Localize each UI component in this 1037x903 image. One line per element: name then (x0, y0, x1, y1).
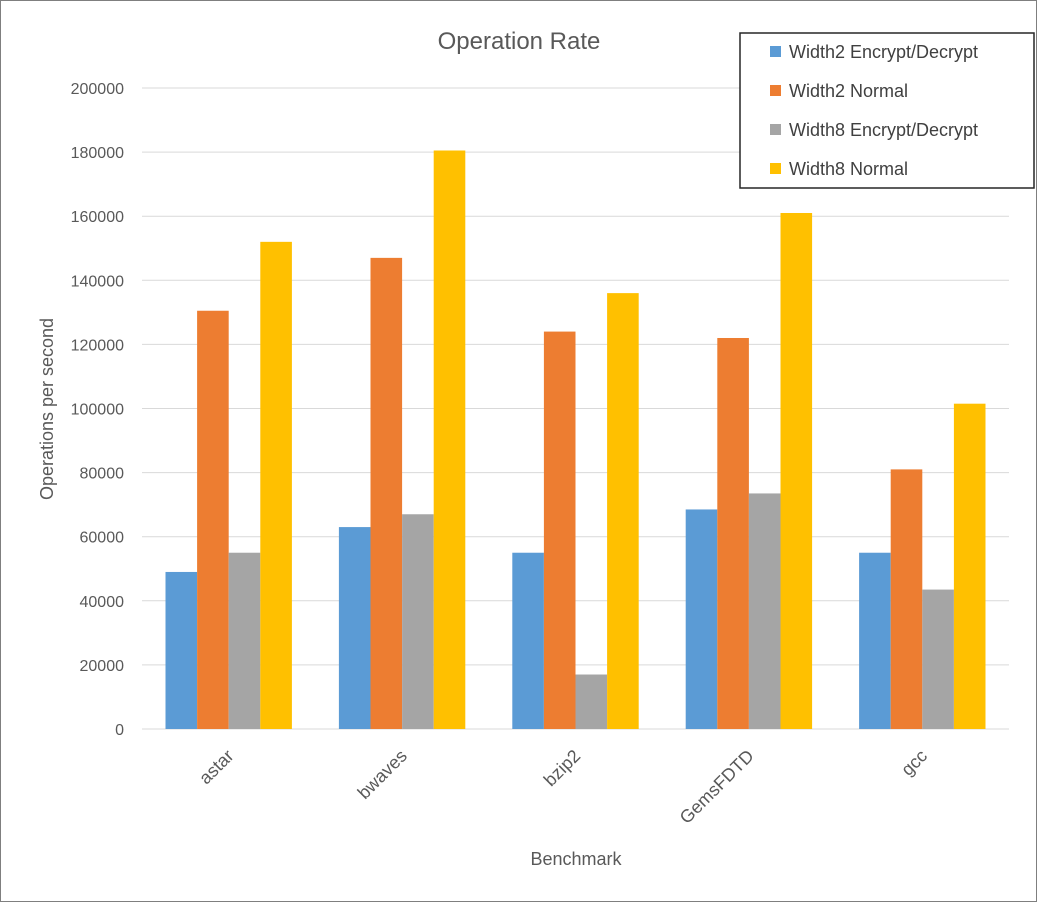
y-tick-label: 40000 (80, 594, 125, 611)
x-tick-label: bzip2 (540, 746, 585, 791)
bar (433, 150, 466, 729)
bar (685, 509, 718, 729)
bar (338, 527, 371, 729)
legend-label: Width8 Encrypt/Decrypt (789, 120, 978, 140)
legend-swatch (770, 163, 781, 174)
y-tick-label: 160000 (71, 209, 124, 226)
bar (260, 241, 292, 729)
bar (197, 310, 229, 729)
bar (543, 331, 576, 729)
y-tick-label: 120000 (71, 337, 124, 354)
x-tick-label: astar (195, 746, 237, 788)
legend: Width2 Encrypt/Decrypt Width2 Normal Width… (739, 32, 1035, 189)
bar (575, 674, 608, 729)
bar (512, 552, 544, 729)
legend-swatch (770, 85, 781, 96)
legend-box (739, 32, 1035, 189)
bar (370, 257, 403, 729)
legend-swatch (770, 46, 781, 57)
y-tick-label: 20000 (80, 658, 125, 675)
legend-label: Width8 Normal (789, 159, 908, 179)
y-tick-label: 180000 (71, 145, 124, 162)
bar (748, 493, 781, 729)
legend-swatch (770, 124, 781, 135)
chart-title: Operation Rate (438, 28, 601, 55)
bar (607, 293, 639, 729)
x-axis-title: Benchmark (530, 849, 622, 869)
y-tick-label: 60000 (80, 530, 125, 547)
y-axis-title: Operations per second (37, 318, 57, 500)
y-tick-label: 200000 (71, 81, 124, 98)
x-tick-label: bwaves (354, 746, 411, 803)
bar (717, 337, 749, 729)
bar (780, 212, 813, 729)
bar (953, 403, 986, 729)
bar (922, 589, 954, 729)
bar (859, 552, 891, 729)
bar (228, 552, 261, 729)
x-tick-label: GemsFDTD (676, 746, 758, 828)
legend-label: Width2 Normal (789, 81, 908, 101)
y-tick-label: 0 (115, 722, 124, 739)
legend-label: Width2 Encrypt/Decrypt (789, 42, 978, 62)
bars (165, 150, 986, 729)
x-tick-label: gcc (897, 746, 931, 780)
y-axis-ticks: 0 20000 40000 60000 80000 100000 120000 140000 1… (71, 81, 124, 739)
x-axis-ticks: astar bwaves bzip2 GemsFDTD gcc (195, 746, 931, 828)
bar (890, 469, 923, 729)
y-tick-label: 100000 (71, 402, 124, 419)
bar (402, 514, 434, 729)
y-tick-label: 140000 (71, 273, 124, 290)
y-tick-label: 80000 (80, 466, 125, 483)
bar (165, 571, 198, 729)
